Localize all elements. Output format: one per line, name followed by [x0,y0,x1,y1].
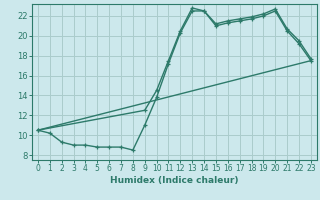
X-axis label: Humidex (Indice chaleur): Humidex (Indice chaleur) [110,176,239,185]
